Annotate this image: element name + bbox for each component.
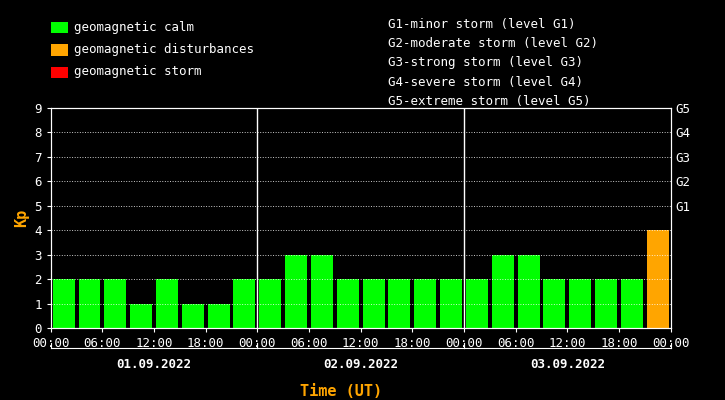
Bar xyxy=(492,255,514,328)
Text: geomagnetic calm: geomagnetic calm xyxy=(74,21,194,34)
Text: G4-severe storm (level G4): G4-severe storm (level G4) xyxy=(388,76,583,89)
Bar xyxy=(207,304,230,328)
Bar xyxy=(414,279,436,328)
Text: G5-extreme storm (level G5): G5-extreme storm (level G5) xyxy=(388,95,590,108)
Bar xyxy=(389,279,410,328)
Text: geomagnetic storm: geomagnetic storm xyxy=(74,66,202,78)
Text: Time (UT): Time (UT) xyxy=(299,384,382,400)
Text: geomagnetic disturbances: geomagnetic disturbances xyxy=(74,43,254,56)
Bar xyxy=(260,279,281,328)
Text: G1-minor storm (level G1): G1-minor storm (level G1) xyxy=(388,18,576,31)
Text: 01.09.2022: 01.09.2022 xyxy=(117,358,191,370)
Bar xyxy=(156,279,178,328)
Text: G3-strong storm (level G3): G3-strong storm (level G3) xyxy=(388,56,583,69)
Text: G2-moderate storm (level G2): G2-moderate storm (level G2) xyxy=(388,37,598,50)
Bar xyxy=(311,255,333,328)
Bar xyxy=(544,279,566,328)
Bar xyxy=(647,230,668,328)
Bar xyxy=(569,279,591,328)
Text: 03.09.2022: 03.09.2022 xyxy=(530,358,605,370)
Bar xyxy=(362,279,384,328)
Bar xyxy=(78,279,101,328)
Y-axis label: Kp: Kp xyxy=(14,209,29,227)
Bar xyxy=(595,279,617,328)
Bar xyxy=(104,279,126,328)
Bar xyxy=(466,279,488,328)
Bar xyxy=(182,304,204,328)
Bar xyxy=(130,304,152,328)
Bar xyxy=(440,279,462,328)
Text: 02.09.2022: 02.09.2022 xyxy=(323,358,398,370)
Bar xyxy=(53,279,75,328)
Bar xyxy=(285,255,307,328)
Bar xyxy=(337,279,359,328)
Bar xyxy=(233,279,255,328)
Bar xyxy=(621,279,643,328)
Bar xyxy=(518,255,539,328)
